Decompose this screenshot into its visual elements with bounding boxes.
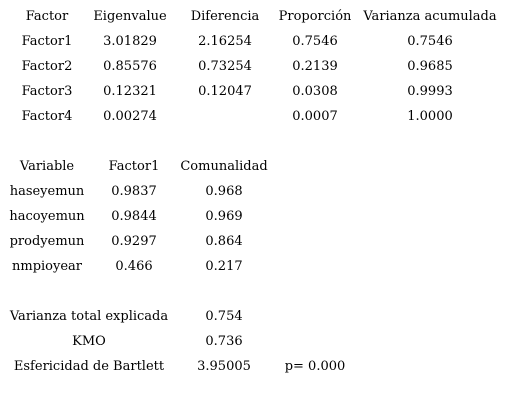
loading-row-2-variable: hacoyemun xyxy=(9,209,85,224)
eigen-row-4-acumulada: 1.0000 xyxy=(407,109,453,124)
header-diferencia: Diferencia xyxy=(190,9,260,24)
eigen-row-3-acumulada: 0.9993 xyxy=(407,84,453,99)
header-comunalidad: Comunalidad xyxy=(180,159,268,174)
eigen-row-2-factor: Factor2 xyxy=(21,59,73,74)
loading-row-3-variable: prodyemun xyxy=(9,234,85,249)
header-factor1: Factor1 xyxy=(108,159,160,174)
loading-row-4-comunalidad: 0.217 xyxy=(205,259,243,274)
eigen-row-2-eigenvalue: 0.85576 xyxy=(103,59,157,74)
eigen-row-3-diferencia: 0.12047 xyxy=(198,84,252,99)
header-factor: Factor xyxy=(25,9,69,24)
kmo-value: 0.736 xyxy=(205,334,243,349)
eigen-row-3-eigenvalue: 0.12321 xyxy=(103,84,157,99)
loading-row-3-comunalidad: 0.864 xyxy=(205,234,243,249)
eigen-row-3-proporcion: 0.0308 xyxy=(292,84,338,99)
loading-row-3-factor1: 0.9297 xyxy=(111,234,157,249)
eigen-row-1-proporcion: 0.7546 xyxy=(292,34,338,49)
eigen-row-4-factor: Factor4 xyxy=(21,109,73,124)
eigen-row-1-factor: Factor1 xyxy=(21,34,73,49)
eigen-row-1-diferencia: 2.16254 xyxy=(198,34,252,49)
eigen-row-2-diferencia: 0.73254 xyxy=(198,59,252,74)
eigen-row-2-acumulada: 0.9685 xyxy=(407,59,453,74)
loading-row-2-comunalidad: 0.969 xyxy=(205,209,243,224)
header-variable: Variable xyxy=(19,159,75,174)
header-eigenvalue: Eigenvalue xyxy=(93,9,167,24)
loading-row-1-factor1: 0.9837 xyxy=(111,184,157,199)
eigen-row-1-acumulada: 0.7546 xyxy=(407,34,453,49)
header-varianza-acumulada: Varianza acumulada xyxy=(363,9,497,24)
eigen-row-4-proporcion: 0.0007 xyxy=(292,109,338,124)
loading-row-4-variable: nmpioyear xyxy=(11,259,83,274)
bartlett-label: Esfericidad de Bartlett xyxy=(13,359,165,374)
header-proporcion: Proporción xyxy=(278,9,352,24)
loading-row-4-factor1: 0.466 xyxy=(115,259,153,274)
kmo-label: KMO xyxy=(72,334,106,349)
eigen-row-4-eigenvalue: 0.00274 xyxy=(103,109,157,124)
bartlett-value: 3.95005 xyxy=(197,359,251,374)
eigen-row-2-proporcion: 0.2139 xyxy=(292,59,338,74)
loading-row-1-comunalidad: 0.968 xyxy=(205,184,243,199)
loading-row-1-variable: haseyemun xyxy=(9,184,85,199)
total-variance-label: Varianza total explicada xyxy=(9,309,169,324)
bartlett-p-value: p= 0.000 xyxy=(284,359,346,374)
total-variance-value: 0.754 xyxy=(205,309,243,324)
loading-row-2-factor1: 0.9844 xyxy=(111,209,157,224)
eigen-row-1-eigenvalue: 3.01829 xyxy=(103,34,157,49)
eigen-row-3-factor: Factor3 xyxy=(21,84,73,99)
